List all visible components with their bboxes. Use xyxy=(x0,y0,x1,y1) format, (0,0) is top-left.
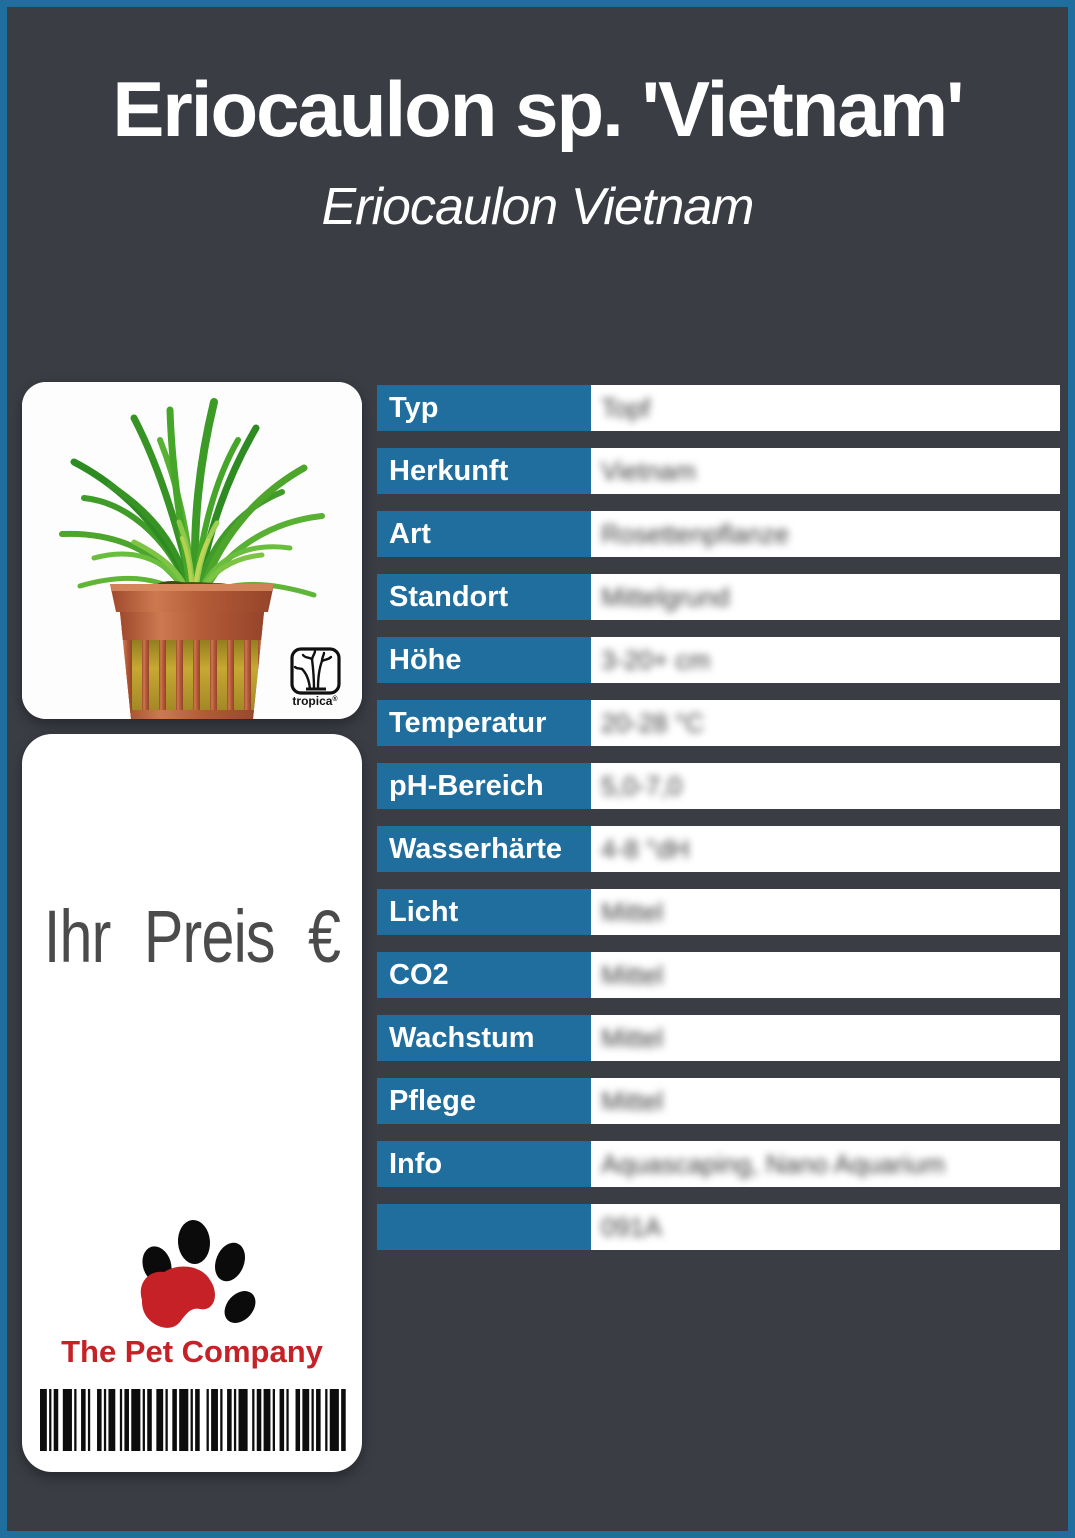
row-label: Höhe xyxy=(377,637,591,683)
svg-text:tropica®: tropica® xyxy=(292,694,338,708)
page-subtitle: Eriocaulon Vietnam xyxy=(321,178,755,236)
row-value: Rosettenpflanze xyxy=(591,511,1060,557)
paw-pad xyxy=(140,1266,215,1328)
plant-photo-card: tropica® xyxy=(22,382,362,719)
row-value: Mittel xyxy=(591,1078,1060,1124)
row-label: Info xyxy=(377,1141,591,1187)
table-row: Höhe 3-20+ cm xyxy=(377,637,1060,683)
table-row: Art Rosettenpflanze xyxy=(377,511,1060,557)
table-row: Licht Mittel xyxy=(377,889,1060,935)
row-value: Aquascaping, Nano Aquarium xyxy=(591,1141,1060,1187)
row-value: Mittelgrund xyxy=(591,574,1060,620)
page-title: Eriocaulon sp. 'Vietnam' xyxy=(112,65,964,153)
table-row: Typ Topf xyxy=(377,385,1060,431)
row-value: 20-28 °C xyxy=(591,700,1060,746)
table-row: Info Aquascaping, Nano Aquarium xyxy=(377,1141,1060,1187)
row-label: Pflege xyxy=(377,1078,591,1124)
table-row: Wachstum Mittel xyxy=(377,1015,1060,1061)
row-value: 091A xyxy=(591,1204,1060,1250)
row-value: Topf xyxy=(591,385,1060,431)
row-label: pH-Bereich xyxy=(377,763,591,809)
price-card: Ihr Preis € The Pet Company xyxy=(22,734,362,1472)
row-label: Temperatur xyxy=(377,700,591,746)
table-row: Herkunft Vietnam xyxy=(377,448,1060,494)
row-value: 4-8 °dH xyxy=(591,826,1060,872)
row-label: Herkunft xyxy=(377,448,591,494)
row-label: Typ xyxy=(377,385,591,431)
table-row: Pflege Mittel xyxy=(377,1078,1060,1124)
row-value: 3-20+ cm xyxy=(591,637,1060,683)
row-label: Standort xyxy=(377,574,591,620)
tropica-logo-text: tropica xyxy=(292,694,332,708)
row-label: CO2 xyxy=(377,952,591,998)
row-label xyxy=(377,1204,591,1250)
row-value: Mittel xyxy=(591,1015,1060,1061)
row-label: Art xyxy=(377,511,591,557)
table-row: 091A xyxy=(377,1204,1060,1250)
table-row: CO2 Mittel xyxy=(377,952,1060,998)
price-label: Ihr Preis € xyxy=(43,894,341,978)
plant-info-table: Typ Topf Herkunft Vietnam Art Rosettenpf… xyxy=(377,385,1060,1267)
table-row: Wasserhärte 4-8 °dH xyxy=(377,826,1060,872)
paw-print-icon xyxy=(140,1220,256,1328)
row-label: Licht xyxy=(377,889,591,935)
row-value: Mittel xyxy=(591,889,1060,935)
table-row: pH-Bereich 5,0-7,0 xyxy=(377,763,1060,809)
row-label: Wachstum xyxy=(377,1015,591,1061)
plant-in-pot-photo xyxy=(22,382,362,719)
barcode xyxy=(40,1389,346,1451)
row-value: 5,0-7,0 xyxy=(591,763,1060,809)
row-value: Vietnam xyxy=(591,448,1060,494)
table-row: Temperatur 20-28 °C xyxy=(377,700,1060,746)
row-value: Mittel xyxy=(591,952,1060,998)
tropica-logo-icon: tropica® xyxy=(290,647,341,708)
table-row: Standort Mittelgrund xyxy=(377,574,1060,620)
company-name: The Pet Company xyxy=(61,1334,323,1369)
row-label: Wasserhärte xyxy=(377,826,591,872)
